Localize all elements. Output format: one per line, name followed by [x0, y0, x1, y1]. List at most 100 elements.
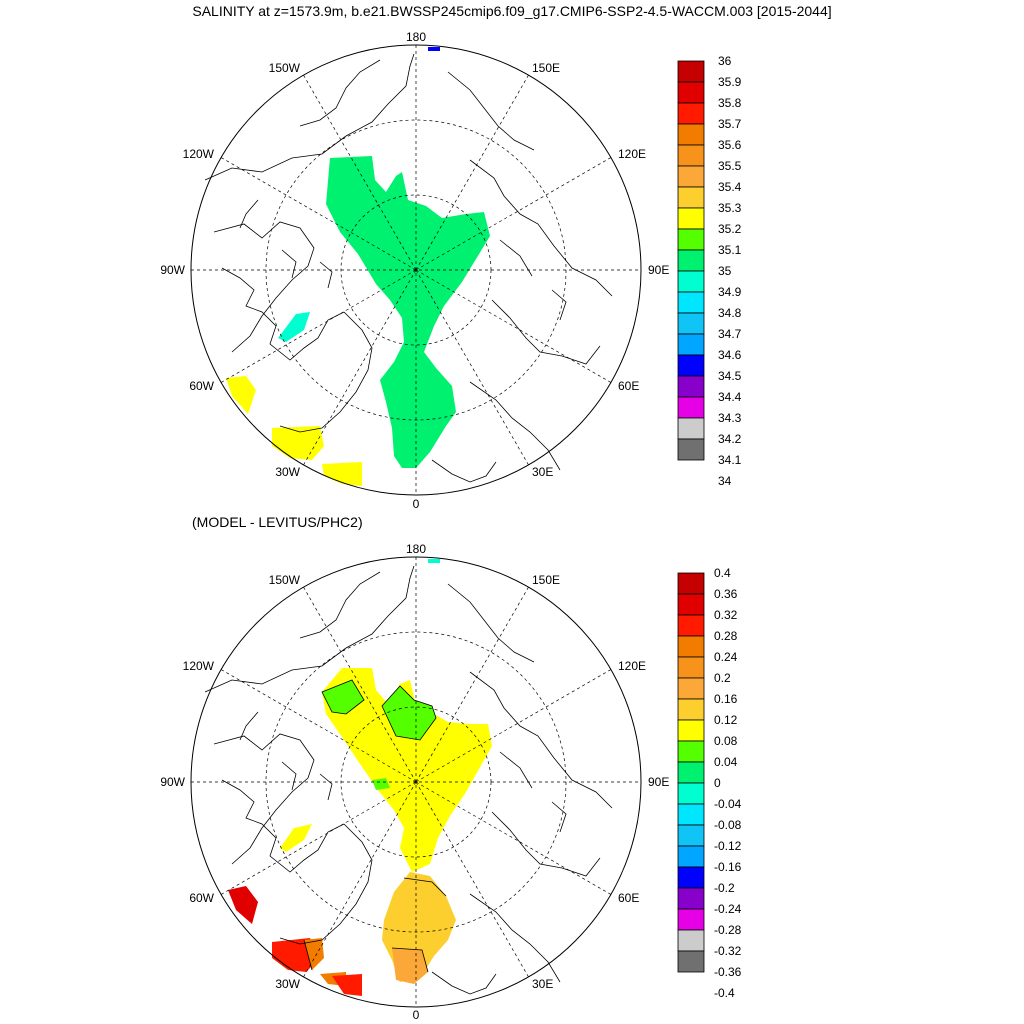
colorbar-label: 0.28	[714, 629, 738, 643]
lon-label-120w: 120W	[183, 147, 215, 161]
lon-label-30e: 30E	[532, 465, 553, 479]
colorbar-label: 0.2	[714, 671, 731, 685]
colorbar-label: -0.04	[714, 797, 742, 811]
difference-field-green-patch-2	[382, 686, 436, 740]
colorbar-label: 35	[718, 264, 732, 278]
colorbar-label: -0.2	[714, 881, 735, 895]
colorbar-label: 0.36	[714, 587, 738, 601]
lon-label-120e: 120E	[618, 147, 646, 161]
salinity-field-baffin	[278, 312, 310, 342]
colorbar-label: -0.16	[714, 860, 742, 874]
colorbar-label: 35.6	[718, 138, 742, 152]
colorbar-label: 0.32	[714, 608, 738, 622]
colorbar-swatch	[677, 60, 705, 83]
difference-field-green-patch-1	[322, 680, 364, 714]
colorbar-label: -0.08	[714, 818, 742, 832]
difference-coastlines	[204, 565, 613, 995]
colorbar-label: 35.9	[718, 75, 742, 89]
difference-fields	[228, 559, 492, 996]
difference-field-bering-spot	[428, 559, 440, 563]
colorbar-swatch	[677, 887, 705, 910]
colorbar-label: 34	[718, 474, 732, 488]
lon-label-0: 0	[413, 497, 420, 511]
colorbar-label: 0	[714, 776, 721, 790]
difference-field-labrador	[228, 886, 258, 924]
lon-label-90w: 90W	[160, 263, 185, 277]
salinity-colorbar: 36 35.9 35.8 35.7 35.6 35.5 35.4 35.3 35…	[677, 54, 742, 488]
difference-map-panel: 180 0 90W 90E 150W 150E 120W 120E 60W 60…	[160, 542, 742, 1022]
difference-field-green-patch-3	[372, 778, 390, 790]
colorbar-swatch	[677, 614, 705, 637]
lon-label-60w: 60W	[189, 379, 214, 393]
salinity-coastlines	[204, 53, 613, 483]
figure-title: SALINITY at z=1573.9m, b.e21.BWSSP245cmi…	[192, 3, 832, 19]
colorbar-swatch	[677, 719, 705, 742]
colorbar-swatch	[677, 656, 705, 679]
salinity-map-panel: 180 0 90W 90E 150W 150E 120W 120E 60W 60…	[160, 30, 742, 511]
colorbar-label: 0.04	[714, 755, 738, 769]
difference-field-orange-south	[392, 948, 428, 984]
colorbar-swatch	[677, 866, 705, 889]
difference-field-norwegian-red	[332, 974, 362, 996]
colorbar-label: -0.32	[714, 944, 742, 958]
colorbar-label: 34.3	[718, 411, 742, 425]
colorbar-label: 35.8	[718, 96, 742, 110]
colorbar-swatch	[677, 270, 705, 293]
colorbar-label: 34.4	[718, 390, 742, 404]
colorbar-label: 34.2	[718, 432, 742, 446]
lon-label-180: 180	[406, 30, 426, 44]
colorbar-label: -0.24	[714, 902, 742, 916]
colorbar-label: 36	[718, 54, 732, 68]
colorbar-label: -0.12	[714, 839, 742, 853]
colorbar-label: 0.08	[714, 734, 738, 748]
colorbar-swatch	[677, 572, 705, 595]
salinity-fields	[226, 47, 490, 486]
lon-label-120e: 120E	[618, 659, 646, 673]
salinity-polar-grid	[191, 45, 641, 495]
salinity-field-bering-spot	[428, 47, 440, 51]
colorbar-label: 0.4	[714, 566, 731, 580]
colorbar-swatch	[677, 81, 705, 104]
lon-label-0: 0	[413, 1008, 420, 1022]
difference-map-boundary	[190, 556, 642, 1008]
salinity-map-boundary	[190, 44, 642, 496]
colorbar-swatch	[677, 824, 705, 847]
colorbar-label: 35.3	[718, 201, 742, 215]
lon-label-60e: 60E	[618, 891, 639, 905]
colorbar-swatch	[677, 354, 705, 377]
colorbar-swatch	[677, 102, 705, 125]
lon-label-120w: 120W	[183, 659, 215, 673]
colorbar-label: 34.9	[718, 285, 742, 299]
colorbar-labels: 36 35.9 35.8 35.7 35.6 35.5 35.4 35.3 35…	[718, 54, 742, 488]
colorbar-swatch	[677, 740, 705, 763]
colorbar-labels: 0.4 0.36 0.32 0.28 0.24 0.2 0.16 0.12 0.…	[714, 566, 742, 1000]
salinity-field-labrador	[226, 376, 256, 414]
colorbar-swatch	[677, 908, 705, 931]
colorbar-label: 34.8	[718, 306, 742, 320]
colorbar-swatch	[677, 312, 705, 335]
colorbar-label: 34.1	[718, 453, 742, 467]
colorbar-swatch	[677, 593, 705, 616]
colorbar-label: 0.12	[714, 713, 738, 727]
colorbar-swatch	[677, 698, 705, 721]
colorbar-swatch	[677, 144, 705, 167]
lon-label-90e: 90E	[648, 775, 669, 789]
colorbar-label: 35.5	[718, 159, 742, 173]
salinity-field-norwegian-basin	[322, 462, 362, 486]
colorbar-label: 34.6	[718, 348, 742, 362]
lon-label-150w: 150W	[269, 61, 301, 75]
difference-colorbar: 0.4 0.36 0.32 0.28 0.24 0.2 0.16 0.12 0.…	[677, 566, 742, 1000]
difference-subtitle: (MODEL - LEVITUS/PHC2)	[192, 514, 363, 530]
colorbar-swatch	[677, 803, 705, 826]
colorbar-swatch	[677, 228, 705, 251]
lon-label-90w: 90W	[160, 775, 185, 789]
difference-polar-grid	[191, 557, 641, 1007]
colorbar-swatch	[677, 207, 705, 230]
colorbar-swatch	[677, 950, 705, 973]
colorbar-swatch	[677, 782, 705, 805]
colorbar-swatch	[677, 249, 705, 272]
colorbar-swatch	[677, 845, 705, 868]
salinity-field-arctic	[326, 156, 490, 468]
colorbar-label: -0.4	[714, 986, 735, 1000]
colorbar-swatch	[677, 761, 705, 784]
